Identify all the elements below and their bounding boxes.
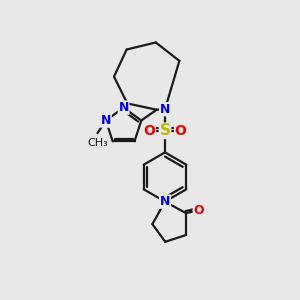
Text: N: N [101, 114, 111, 127]
Text: N: N [160, 195, 170, 208]
Text: O: O [193, 204, 204, 217]
Text: O: O [143, 124, 155, 138]
Text: O: O [175, 124, 187, 138]
Text: N: N [160, 103, 170, 116]
Text: S: S [160, 123, 170, 138]
Text: N: N [118, 101, 129, 114]
Text: CH₃: CH₃ [87, 139, 108, 148]
